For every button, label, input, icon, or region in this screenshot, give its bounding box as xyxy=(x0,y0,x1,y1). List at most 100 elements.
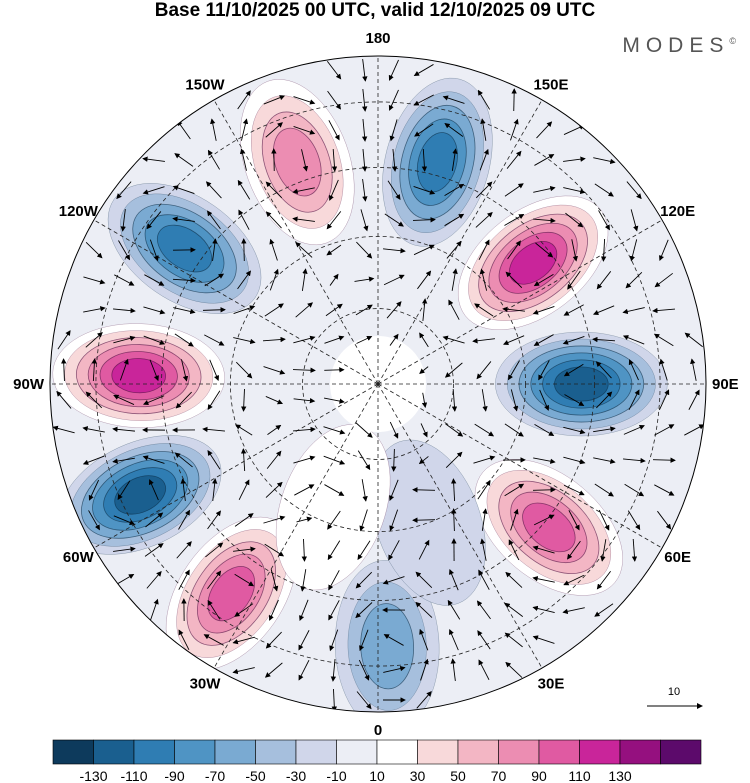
wind-arrow xyxy=(391,149,398,172)
wind-arrow xyxy=(626,181,642,200)
wind-arrow xyxy=(480,538,487,561)
wind-arrow xyxy=(564,394,585,406)
colorbar-tick-label: 70 xyxy=(491,768,507,783)
wind-arrow xyxy=(327,90,341,110)
colorbar-swatch xyxy=(52,739,94,765)
colorbar-swatch xyxy=(498,739,540,765)
wind-arrow xyxy=(444,362,463,378)
wind-arrow xyxy=(534,424,555,437)
wind-arrow xyxy=(202,426,225,433)
wind-arrow xyxy=(659,358,668,381)
wind-arrow xyxy=(510,389,519,412)
wind-arrow xyxy=(563,574,585,586)
wind-arrow xyxy=(442,95,465,104)
wind-arrow xyxy=(266,450,282,469)
wind-arrow xyxy=(563,426,586,435)
wind-arrow xyxy=(117,480,131,501)
wind-arrow xyxy=(445,451,463,468)
wind-arrow xyxy=(421,148,428,172)
wind-arrow xyxy=(421,298,428,321)
wind-arrow xyxy=(299,599,309,622)
wind-arrow xyxy=(85,332,103,348)
wind-arrow xyxy=(389,479,399,502)
wind-arrow xyxy=(113,394,135,405)
wind-arrow xyxy=(204,273,225,287)
wind-arrow xyxy=(594,603,614,617)
wind-arrow xyxy=(232,667,255,675)
wind-arrow xyxy=(383,248,406,254)
colorbar-tick-label: -90 xyxy=(164,768,184,783)
wind-arrow xyxy=(479,148,489,171)
wind-arrow xyxy=(239,148,247,171)
wind-arrow xyxy=(328,179,339,201)
wind-arrow xyxy=(120,209,126,232)
wind-arrow xyxy=(502,306,525,312)
wind-arrow xyxy=(535,242,554,258)
wind-arrow xyxy=(265,122,283,138)
contour-band xyxy=(371,439,486,606)
wind-arrow xyxy=(622,307,645,315)
colorbar-swatch xyxy=(417,739,459,765)
colorbar-tick-label: -50 xyxy=(245,768,265,783)
wind-arrow xyxy=(477,630,491,650)
wind-arrow xyxy=(631,538,638,562)
wind-arrow xyxy=(504,602,524,618)
wind-arrow xyxy=(265,631,282,649)
wind-arrow xyxy=(450,478,457,502)
wind-arrow xyxy=(504,483,525,497)
wind-arrow xyxy=(592,336,616,343)
wind-arrow xyxy=(630,209,639,232)
colorbar-tick-label: 10 xyxy=(369,768,385,783)
wind-arrow xyxy=(175,391,192,409)
wind-arrow xyxy=(654,272,673,288)
wind-arrow xyxy=(450,658,456,681)
wind-arrow xyxy=(563,187,586,195)
wind-arrow xyxy=(481,508,488,531)
wind-arrow xyxy=(323,455,346,465)
wind-arrow xyxy=(267,424,282,435)
wind-arrow xyxy=(505,661,523,678)
wind-arrow xyxy=(474,423,495,437)
wind-arrow xyxy=(174,452,193,468)
wind-arrow xyxy=(412,217,436,223)
wind-arrow xyxy=(150,598,159,621)
wind-arrow xyxy=(382,576,405,585)
wind-arrow xyxy=(233,337,256,345)
wind-arrow xyxy=(533,273,554,287)
wind-arrow xyxy=(596,391,613,409)
wind-arrow xyxy=(478,659,490,680)
colorbar-tick-label: -10 xyxy=(326,768,346,783)
contour-band xyxy=(508,241,558,285)
wind-arrow xyxy=(563,156,586,162)
wind-arrow xyxy=(474,303,494,317)
wind-arrow xyxy=(88,510,100,531)
map-border xyxy=(49,55,707,713)
wind-vectors xyxy=(52,59,705,712)
wind-arrow xyxy=(113,335,136,344)
wind-arrow xyxy=(301,268,308,291)
wind-arrow xyxy=(269,238,278,261)
wind-arrow xyxy=(625,271,643,289)
wind-arrow xyxy=(324,484,345,496)
wind-arrow xyxy=(56,390,72,409)
wind-arrow xyxy=(142,186,165,195)
wind-arrow xyxy=(565,212,584,228)
wind-arrow xyxy=(448,299,460,320)
colorbar-swatch xyxy=(214,739,256,765)
wind-arrow xyxy=(172,185,195,194)
wind-arrow xyxy=(83,276,106,285)
wind-arrow xyxy=(446,240,462,259)
wind-arrow xyxy=(356,335,373,344)
colorbar-swatch xyxy=(660,739,702,765)
wind-arrow xyxy=(598,210,610,231)
wind-arrow xyxy=(361,479,368,502)
wind-arrow xyxy=(444,183,465,197)
wind-arrow xyxy=(85,241,103,259)
wind-arrow xyxy=(354,276,375,282)
wind-arrow xyxy=(362,59,368,82)
wind-arrow xyxy=(237,270,251,290)
wind-arrow xyxy=(387,180,401,200)
wind-arrow xyxy=(174,153,194,167)
wind-arrow xyxy=(451,268,458,291)
wind-arrow xyxy=(600,238,607,262)
